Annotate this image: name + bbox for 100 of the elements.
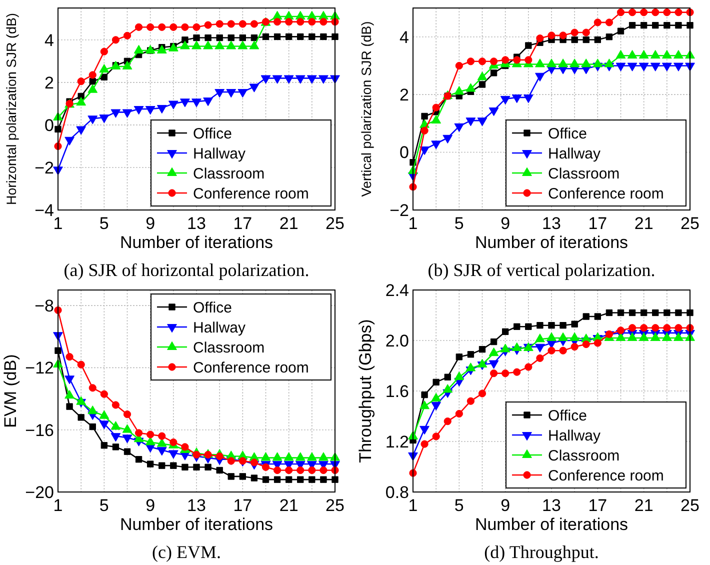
point — [250, 474, 258, 482]
point — [308, 466, 316, 474]
point — [156, 447, 167, 456]
point — [477, 118, 488, 126]
point — [466, 362, 476, 372]
text: (b) SJR of vertical polarization. — [428, 260, 656, 280]
y-tick-label: 2 — [44, 73, 54, 92]
point — [286, 476, 292, 483]
point — [592, 58, 603, 68]
point — [214, 40, 225, 50]
point — [478, 58, 486, 66]
y-tick-label: −2 — [34, 158, 54, 178]
point — [442, 134, 453, 144]
point — [192, 450, 200, 459]
point — [638, 50, 649, 59]
point — [662, 50, 672, 59]
point — [204, 21, 212, 29]
point — [512, 94, 522, 104]
point — [675, 22, 682, 29]
x-tick-label: 9 — [146, 214, 156, 233]
point — [616, 50, 626, 59]
point — [158, 462, 166, 469]
point — [420, 400, 430, 410]
point — [490, 58, 498, 66]
legend-label: Conference room — [548, 467, 664, 484]
legend-label: Hallway — [548, 145, 602, 162]
point — [582, 313, 590, 320]
point — [616, 8, 625, 16]
point — [88, 71, 96, 79]
point — [535, 58, 545, 68]
y-tick-label: 2.0 — [385, 331, 409, 350]
point — [272, 452, 282, 461]
legend-label: Classroom — [548, 447, 620, 464]
point — [122, 424, 132, 433]
y-tick-label: 1.6 — [385, 382, 409, 401]
point — [100, 442, 108, 449]
point — [535, 72, 545, 82]
point — [158, 432, 166, 440]
point — [454, 86, 464, 95]
x-tick-label: 1 — [53, 214, 63, 233]
legend-label: Office — [193, 299, 232, 316]
point — [477, 72, 488, 80]
point — [273, 466, 282, 474]
point — [500, 96, 510, 105]
point — [638, 62, 649, 72]
point — [284, 75, 294, 84]
x-axis-title: Number of iterations — [120, 233, 274, 252]
point — [285, 18, 293, 26]
y-axis-title: Vertical polarization SJR (dB) — [359, 21, 374, 197]
point — [559, 32, 567, 40]
point — [535, 334, 545, 342]
point — [420, 146, 430, 156]
x-tick-label: 5 — [99, 214, 109, 233]
y-tick-label: 2.4 — [385, 280, 409, 300]
point — [628, 324, 636, 332]
point — [262, 476, 270, 483]
point — [488, 360, 499, 369]
point — [523, 94, 534, 104]
x-tick-label: 5 — [99, 496, 109, 515]
point — [674, 324, 682, 332]
point — [123, 32, 132, 40]
point — [308, 18, 316, 26]
point — [421, 112, 428, 120]
point — [193, 34, 200, 42]
point — [488, 347, 499, 356]
point — [432, 432, 440, 440]
x-tick-label: 21 — [279, 496, 298, 515]
point — [168, 450, 178, 459]
point — [432, 104, 440, 112]
point — [652, 8, 660, 16]
point — [674, 8, 682, 16]
point — [78, 414, 84, 421]
point — [135, 456, 142, 463]
text: (c) EVM. — [152, 542, 221, 562]
point — [249, 40, 260, 50]
point — [431, 140, 442, 150]
y-tick-label: 2 — [400, 86, 409, 105]
point — [295, 452, 306, 461]
x-tick-label: 21 — [634, 214, 654, 233]
point — [227, 20, 235, 28]
point — [456, 354, 462, 360]
point — [260, 452, 271, 461]
point — [99, 114, 110, 124]
point — [170, 462, 177, 469]
point — [524, 56, 532, 64]
point — [272, 75, 282, 84]
point — [238, 40, 248, 50]
point — [571, 320, 578, 328]
point — [100, 390, 108, 398]
point — [112, 36, 120, 44]
point — [134, 106, 144, 115]
point — [502, 56, 510, 64]
point — [594, 313, 601, 320]
point — [250, 458, 258, 466]
x-axis-title: Number of iterations — [474, 515, 628, 534]
point — [238, 89, 248, 98]
point — [628, 8, 636, 16]
point — [674, 62, 684, 72]
point — [546, 58, 556, 68]
point — [628, 309, 636, 316]
